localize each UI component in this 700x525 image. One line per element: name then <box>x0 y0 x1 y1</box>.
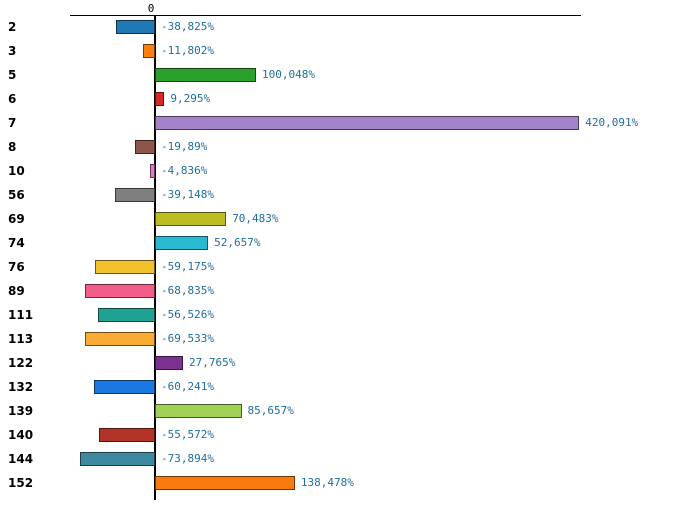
bar <box>115 188 155 202</box>
bar <box>155 356 184 370</box>
chart-row: 76 -59,175% <box>0 255 700 279</box>
category-label: 89 <box>8 284 25 298</box>
chart-row: 69 70,483% <box>0 207 700 231</box>
value-label: -73,894% <box>161 452 214 465</box>
value-label: -38,825% <box>161 20 214 33</box>
bar <box>134 140 155 154</box>
chart-row: 7 420,091% <box>0 111 700 135</box>
category-label: 144 <box>8 452 34 466</box>
category-label: 76 <box>8 260 25 274</box>
chart-row: 3 -11,802% <box>0 39 700 63</box>
bar <box>150 164 155 178</box>
bar <box>155 236 209 250</box>
value-label: -4,836% <box>161 164 208 177</box>
value-label: 27,765% <box>189 356 236 369</box>
zero-baseline-line <box>154 15 156 500</box>
chart-row: 89 -68,835% <box>0 279 700 303</box>
category-label: 113 <box>8 332 34 346</box>
category-label: 122 <box>8 356 34 370</box>
x-axis-line <box>70 15 581 16</box>
value-label: -69,533% <box>161 332 214 345</box>
category-label: 152 <box>8 476 34 490</box>
chart-row: 132 -60,241% <box>0 375 700 399</box>
bar <box>94 380 155 394</box>
category-label: 3 <box>8 44 17 58</box>
category-label: 56 <box>8 188 25 202</box>
value-label: -59,175% <box>161 260 214 273</box>
chart-row: 122 27,765% <box>0 351 700 375</box>
value-label: -56,526% <box>161 308 214 321</box>
value-label: -68,835% <box>161 284 214 297</box>
category-label: 5 <box>8 68 17 82</box>
chart-row: 139 85,657% <box>0 399 700 423</box>
chart-row: 56 -39,148% <box>0 183 700 207</box>
chart-row: 152 138,478% <box>0 471 700 495</box>
chart-row: 144 -73,894% <box>0 447 700 471</box>
bar-rows: 2 -38,825% 3 -11,802% 5 100,048% 6 9,295% 7 420,0… <box>0 15 700 495</box>
chart-row: 74 52,657% <box>0 231 700 255</box>
bar <box>155 68 257 82</box>
chart-row: 2 -38,825% <box>0 15 700 39</box>
value-label: 420,091% <box>585 116 639 129</box>
value-label: -60,241% <box>161 380 214 393</box>
value-label: 70,483% <box>232 212 279 225</box>
chart-row: 8 -19,89% <box>0 135 700 159</box>
category-label: 111 <box>8 308 34 322</box>
bar <box>155 404 242 418</box>
value-label: 52,657% <box>214 236 261 249</box>
chart-row: 113 -69,533% <box>0 327 700 351</box>
chart-row: 5 100,048% <box>0 63 700 87</box>
category-label: 6 <box>8 92 17 106</box>
bar <box>95 260 155 274</box>
bar <box>155 92 165 106</box>
bar <box>155 212 227 226</box>
value-label: -55,572% <box>161 428 214 441</box>
bar <box>80 452 155 466</box>
value-label: 9,295% <box>170 92 211 105</box>
bar <box>85 284 155 298</box>
value-label: 100,048% <box>262 68 316 81</box>
value-label: -39,148% <box>161 188 214 201</box>
value-label: -11,802% <box>161 44 214 57</box>
category-label: 139 <box>8 404 34 418</box>
chart-row: 140 -55,572% <box>0 423 700 447</box>
category-label: 140 <box>8 428 34 442</box>
chart-row: 111 -56,526% <box>0 303 700 327</box>
bar <box>155 116 580 130</box>
bar <box>84 332 155 346</box>
value-label: 85,657% <box>247 404 294 417</box>
category-label: 74 <box>8 236 25 250</box>
category-label: 2 <box>8 20 17 34</box>
category-label: 10 <box>8 164 25 178</box>
bar <box>143 44 155 58</box>
category-label: 8 <box>8 140 17 154</box>
chart-row: 10 -4,836% <box>0 159 700 183</box>
x-axis-zero-tick-label: 0 <box>147 2 155 15</box>
chart-row: 6 9,295% <box>0 87 700 111</box>
category-label: 7 <box>8 116 17 130</box>
bar <box>155 476 295 490</box>
value-label: 138,478% <box>300 476 354 489</box>
category-label: 132 <box>8 380 34 394</box>
bar <box>97 308 155 322</box>
category-label: 69 <box>8 212 25 226</box>
value-label: -19,89% <box>161 140 208 153</box>
bar <box>98 428 155 442</box>
bar <box>115 20 155 34</box>
